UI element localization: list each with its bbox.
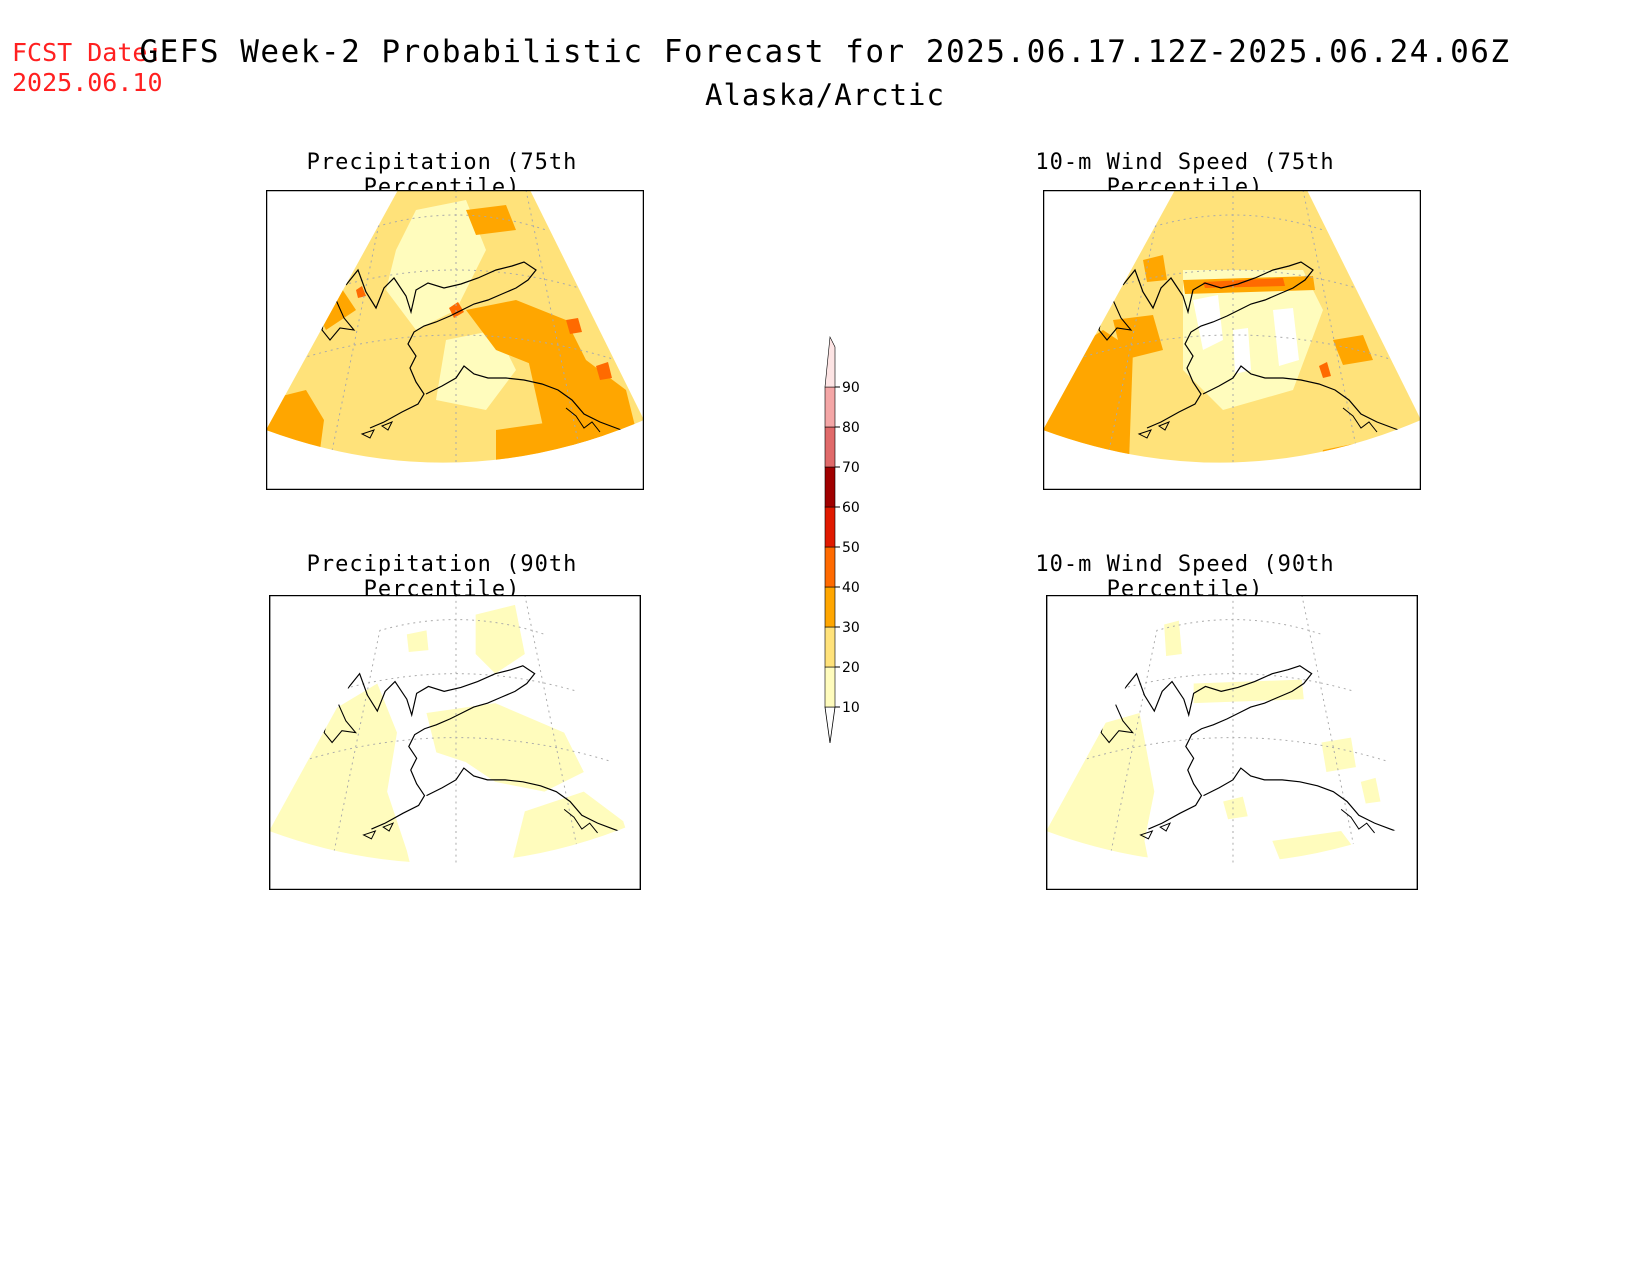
legend-swatch-70-80: [824, 426, 836, 468]
map-precip-75: [266, 190, 644, 490]
legend-swatch-10-20: [824, 666, 836, 708]
map-wind-75: [1043, 190, 1421, 490]
map-precip-90: [269, 595, 641, 890]
legend-label-50: 50: [842, 540, 860, 556]
legend-swatch-80-90: [824, 386, 836, 428]
legend-label-40: 40: [842, 580, 860, 596]
legend-lower-taper: [824, 706, 836, 744]
legend-swatch-60-70: [824, 466, 836, 508]
legend-label-30: 30: [842, 620, 860, 636]
legend-swatch-30-40: [824, 586, 836, 628]
legend-label-10: 10: [842, 700, 860, 716]
legend-swatch-40-50: [824, 546, 836, 588]
color-legend: 10 20 30 40 50 60 70 80 90: [824, 335, 860, 744]
map-wind-90: [1046, 595, 1418, 890]
forecast-date-block: FCST Date: 2025.06.10: [12, 38, 163, 98]
forecast-date-value: 2025.06.10: [12, 68, 163, 97]
legend-label-60: 60: [842, 500, 860, 516]
legend-label-70: 70: [842, 460, 860, 476]
legend-label-20: 20: [842, 660, 860, 676]
region-subtitle: Alaska/Arctic: [705, 78, 945, 112]
legend-label-80: 80: [842, 420, 860, 436]
legend-label-90: 90: [842, 380, 860, 396]
legend-swatch-20-30: [824, 626, 836, 668]
page-title: GEFS Week-2 Probabilistic Forecast for 2…: [139, 34, 1511, 70]
legend-swatch-50-60: [824, 506, 836, 548]
forecast-date-label: FCST Date:: [12, 38, 163, 67]
legend-swatch-90+: [824, 335, 836, 388]
panel-title-wind-75: 10-m Wind Speed (75th Percentile): [1035, 150, 1335, 200]
